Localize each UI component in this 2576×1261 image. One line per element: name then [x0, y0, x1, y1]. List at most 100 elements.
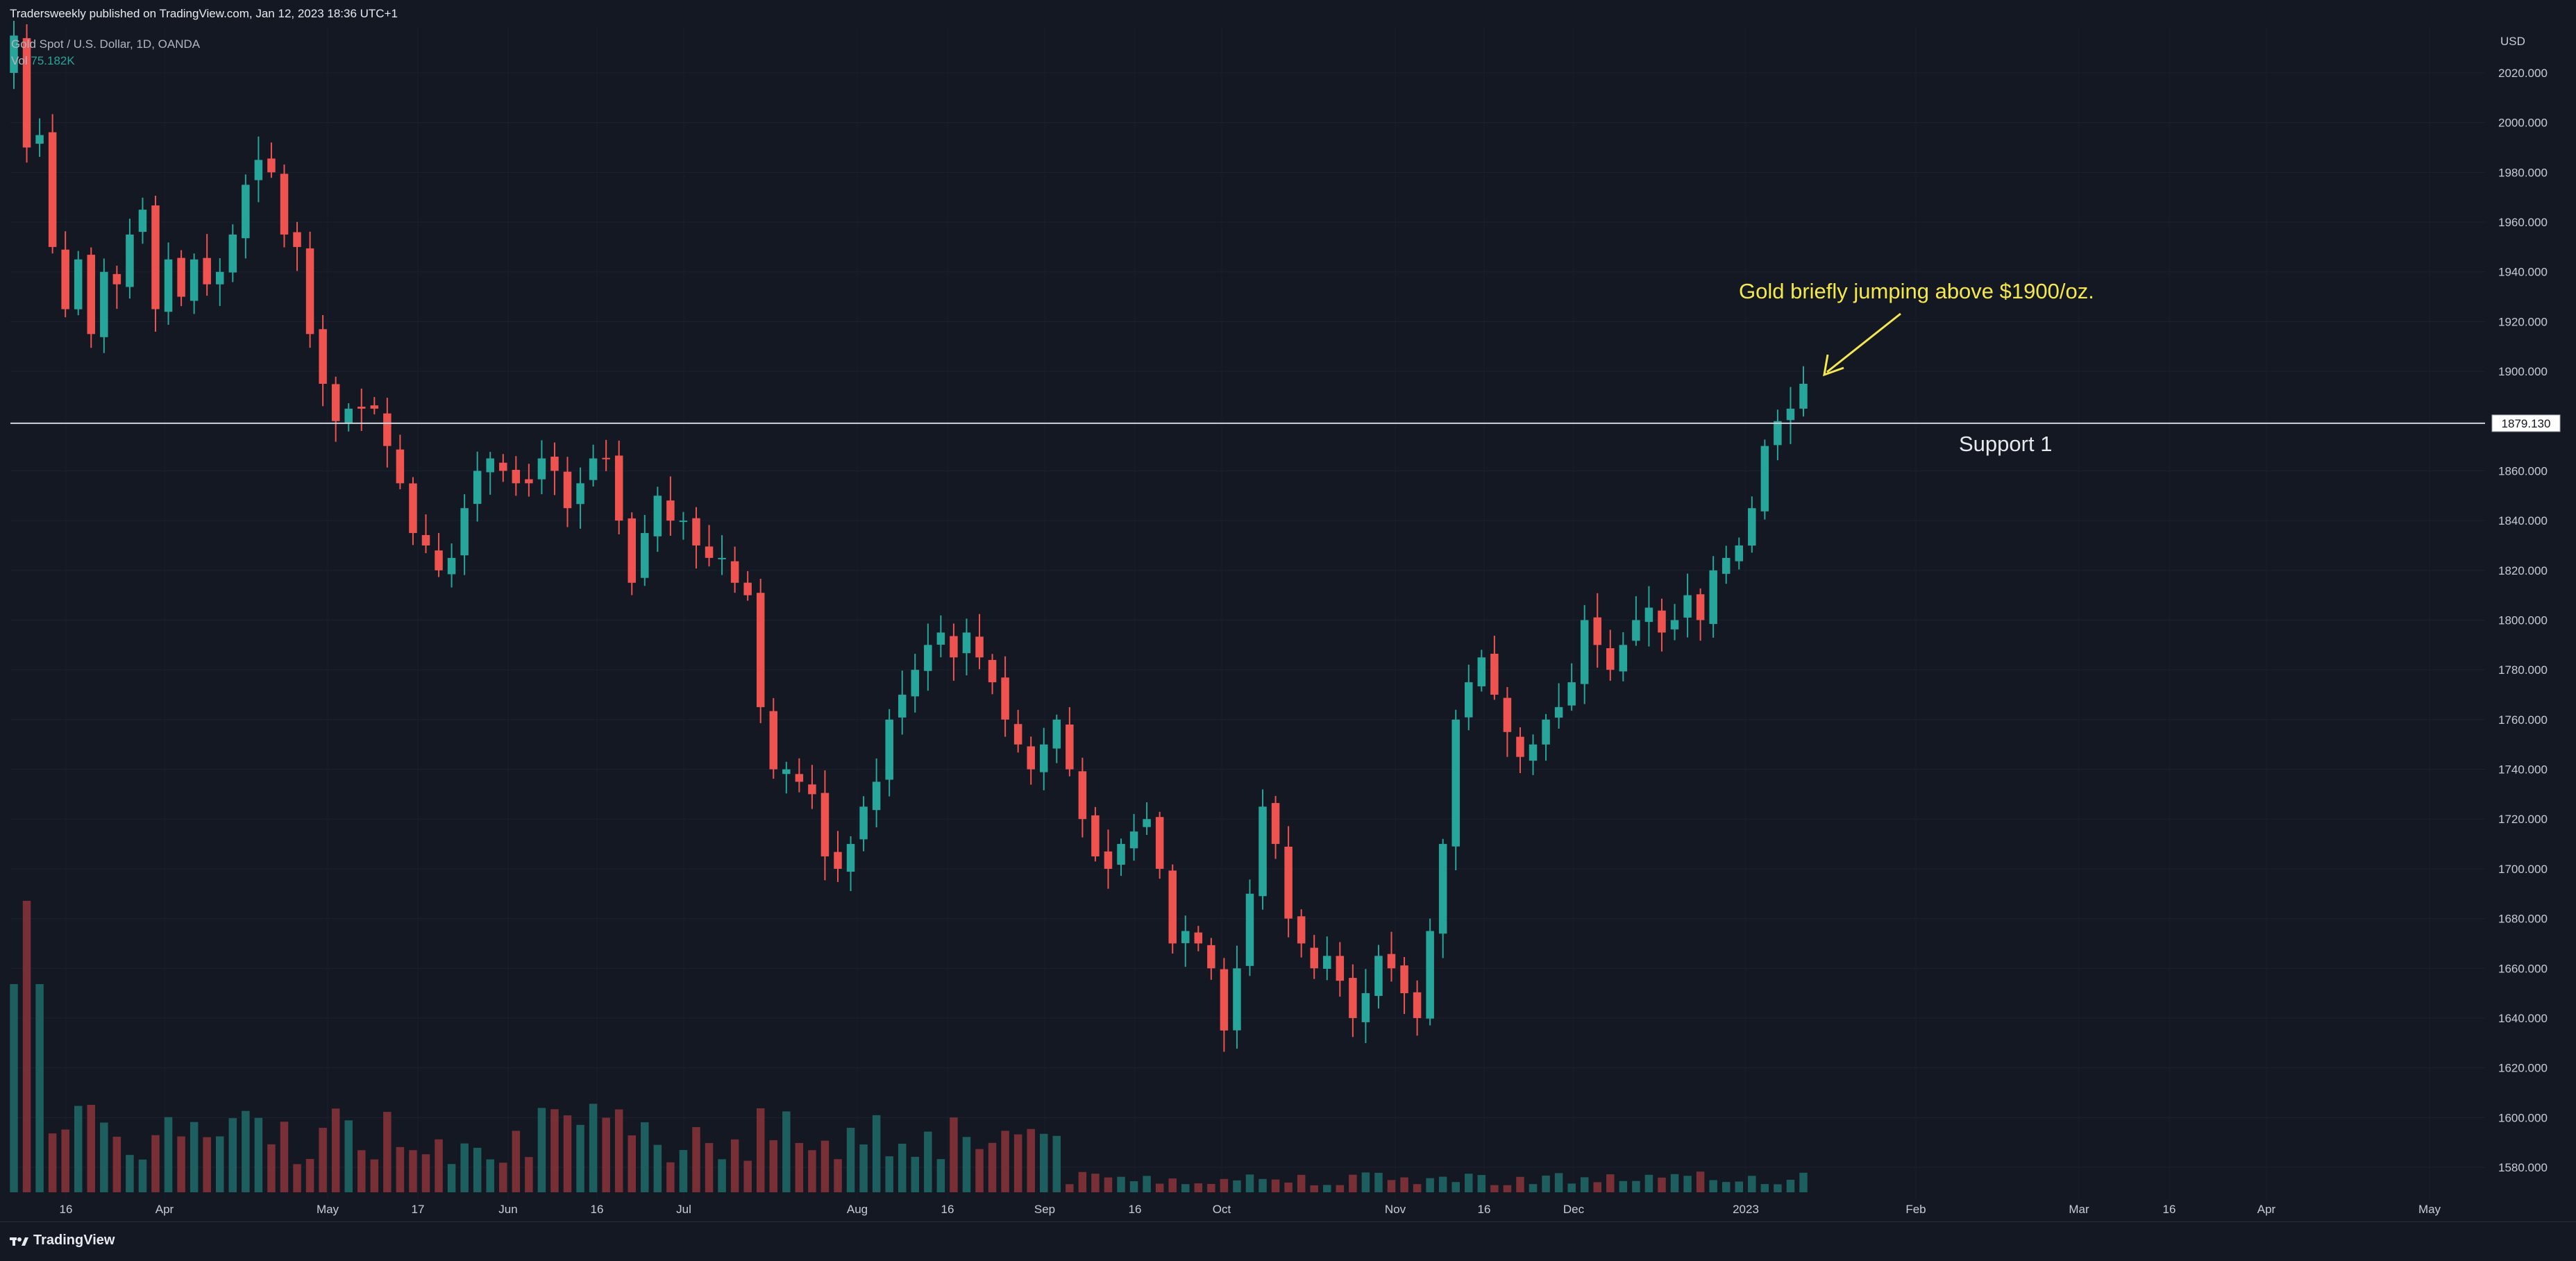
candle-body	[589, 458, 598, 480]
volume-bar	[602, 1117, 610, 1192]
volume-bar	[576, 1124, 584, 1192]
volume-bar	[331, 1108, 340, 1192]
candle-body	[1220, 969, 1229, 1031]
price-tick-label: 1760.000	[2498, 713, 2548, 727]
price-tick-label: 1640.000	[2498, 1012, 2548, 1025]
volume-bar	[834, 1159, 842, 1192]
candle-body	[1129, 831, 1138, 849]
footer-bar	[0, 1221, 2576, 1261]
candle-body	[473, 471, 482, 505]
volume-bar	[370, 1159, 379, 1192]
price-tick-label: 1840.000	[2498, 514, 2548, 527]
candle-body	[950, 636, 958, 658]
volume-bar	[177, 1136, 185, 1192]
candle-body	[1490, 653, 1499, 695]
volume-bar	[447, 1164, 456, 1192]
candle-body	[1078, 771, 1087, 820]
volume-legend-label: Vol	[11, 54, 28, 67]
volume-bar	[1503, 1185, 1512, 1192]
candle-body	[1619, 645, 1628, 672]
volume-bar	[1104, 1177, 1113, 1192]
candle-body	[344, 408, 353, 424]
annotation-arrow	[1826, 312, 1901, 373]
candle-body	[756, 593, 765, 707]
candle-body	[1735, 545, 1744, 561]
publisher-line: Tradersweekly published on TradingView.c…	[10, 7, 398, 20]
volume-bar	[1387, 1180, 1396, 1192]
candle-body	[1336, 956, 1345, 981]
candle-body	[447, 557, 456, 575]
time-tick-label: 16	[2163, 1203, 2176, 1216]
candle-body	[537, 458, 546, 480]
time-tick-label: Mar	[2069, 1203, 2089, 1216]
volume-bar	[1438, 1176, 1447, 1192]
candle-body	[1233, 968, 1241, 1031]
volume-bar	[872, 1115, 881, 1192]
candle-body	[1786, 408, 1795, 421]
candle-body	[911, 670, 920, 697]
time-tick-label: 16	[1478, 1203, 1491, 1216]
candle-body	[1181, 931, 1190, 943]
candle-body	[1644, 607, 1653, 623]
volume-bar	[1529, 1184, 1538, 1192]
candle-body	[35, 135, 44, 144]
volume-bar	[319, 1128, 327, 1192]
candle-body	[525, 479, 533, 484]
time-tick-label: Oct	[1213, 1203, 1231, 1216]
footer-brand[interactable]: TradingView	[10, 1233, 115, 1249]
candle-body	[1760, 446, 1769, 511]
candle-body	[1709, 570, 1717, 625]
volume-bar	[1194, 1183, 1203, 1192]
candle-body	[10, 35, 18, 73]
price-tick-label: 1860.000	[2498, 464, 2548, 477]
candle-body	[421, 534, 430, 545]
candle-body	[563, 471, 572, 509]
volume-bar	[936, 1159, 945, 1192]
candle-body	[1465, 682, 1473, 718]
currency-label: USD	[2500, 35, 2525, 48]
candle-body	[641, 533, 649, 578]
candle-body	[280, 174, 289, 235]
candle-body	[1542, 719, 1550, 745]
volume-bar	[1413, 1184, 1422, 1192]
candle-body	[666, 500, 675, 521]
volume-bar	[1078, 1171, 1087, 1192]
volume-bar	[1644, 1174, 1653, 1192]
candle-body	[435, 550, 443, 570]
price-tick-label: 1780.000	[2498, 663, 2548, 677]
candle-body	[1323, 956, 1331, 969]
candle-body	[846, 844, 855, 872]
volume-bar	[460, 1143, 469, 1192]
candle-body	[486, 458, 494, 473]
candle-body	[614, 455, 623, 521]
candle-body	[177, 257, 185, 297]
price-tick-label: 1600.000	[2498, 1111, 2548, 1124]
volume-bar	[203, 1137, 211, 1192]
candle-body	[242, 185, 250, 239]
candle-body	[1400, 965, 1408, 994]
candle-body	[769, 711, 778, 770]
candle-body	[782, 769, 791, 775]
volume-bar	[100, 1122, 108, 1192]
candle-body	[164, 259, 173, 312]
volume-bar	[1748, 1176, 1756, 1192]
volume-bar	[1516, 1176, 1524, 1192]
volume-bar	[1426, 1178, 1434, 1192]
candle-body	[190, 259, 199, 301]
volume-bar	[512, 1131, 521, 1192]
volume-bar	[614, 1109, 623, 1192]
volume-bar	[1117, 1176, 1125, 1192]
candle-body	[254, 160, 263, 180]
support-label: Support 1	[1959, 432, 2052, 456]
candle-body	[1001, 677, 1009, 720]
time-tick-label: 16	[1129, 1203, 1142, 1216]
volume-bar	[1349, 1174, 1357, 1192]
candle-body	[1774, 421, 1782, 446]
volume-bar	[409, 1150, 417, 1192]
volume-bar	[126, 1155, 134, 1192]
volume-bar	[305, 1158, 314, 1192]
volume-bar	[87, 1104, 96, 1192]
candle-body	[1567, 682, 1576, 706]
candle-body	[1104, 851, 1113, 869]
